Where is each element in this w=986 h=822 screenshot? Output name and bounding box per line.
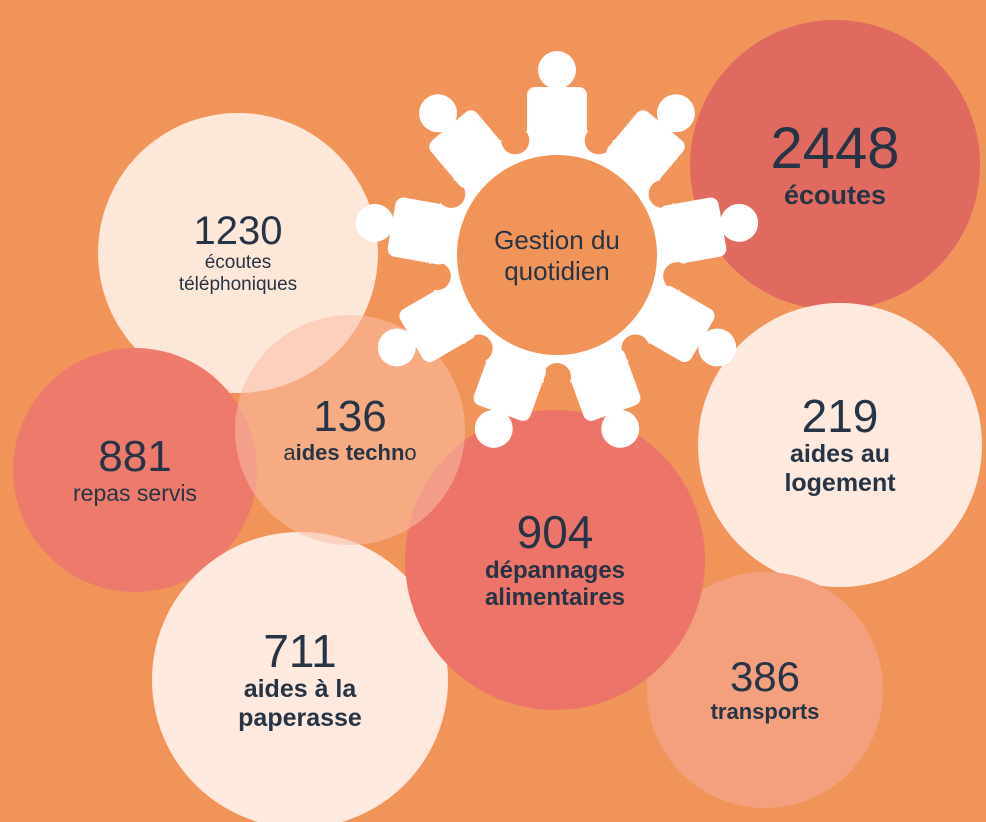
ring-shape <box>538 51 576 89</box>
ring-shape <box>606 110 685 189</box>
ring-shape <box>543 363 571 391</box>
ring-shape <box>377 328 416 367</box>
ring-shape <box>422 262 451 291</box>
bubble-number: 904 <box>516 506 594 559</box>
bubble-number: 219 <box>801 390 879 443</box>
ring-shape <box>648 180 677 208</box>
ring-shape <box>720 203 759 242</box>
label-part: aides à la paperasse <box>238 675 362 733</box>
bubble-label: aides au logement <box>760 440 920 498</box>
ring-shape <box>437 180 466 208</box>
ring-shape <box>656 94 695 133</box>
ring-shape <box>698 328 737 367</box>
ring-shape <box>419 94 458 133</box>
ring-shape <box>474 409 513 448</box>
ring-shape <box>464 334 493 363</box>
bubble-number: 881 <box>98 431 172 481</box>
label-part: dépannages alimentaires <box>484 556 626 612</box>
ring-shape <box>501 126 530 155</box>
ring-shape <box>457 155 657 355</box>
bubble-number: 386 <box>729 653 801 701</box>
ring-shape <box>584 126 613 155</box>
label-part: écoutes téléphoniques <box>178 252 298 295</box>
ring-shape <box>355 203 394 242</box>
ring-shape <box>527 87 587 147</box>
label-part: écoutes <box>783 179 887 210</box>
bubble-number: 2448 <box>770 116 900 182</box>
bubble-number: 1230 <box>193 209 283 254</box>
bubble-label: aides techno <box>240 440 460 465</box>
bubble: 2448 écoutes <box>690 20 980 310</box>
label-part: transports <box>710 699 820 725</box>
ring-shape <box>429 110 508 189</box>
bubble-label: écoutes téléphoniques <box>153 252 323 296</box>
bubble-label: aides à la paperasse <box>215 675 385 733</box>
bubble: 881 repas servis <box>13 348 257 592</box>
ring-shape <box>663 262 692 291</box>
ring-shape <box>659 197 727 265</box>
bubble-label: dépannages alimentaires <box>455 557 655 612</box>
ring-shape <box>473 348 546 421</box>
label-part: a <box>283 440 296 466</box>
center-label: Gestion du quotidien <box>494 225 620 287</box>
ring-shape <box>399 285 476 363</box>
bubble: 711 aides à la paperasse <box>152 532 448 822</box>
label-part: repas servis <box>73 479 197 506</box>
bubble: 219 aides au logement <box>698 303 982 587</box>
bubble-number: 711 <box>263 625 337 678</box>
ring-shape <box>601 409 640 448</box>
ring-shape <box>568 348 641 421</box>
bubble-label: transports <box>665 699 865 724</box>
ring-shape <box>621 334 650 363</box>
ring-shape <box>387 197 455 265</box>
label-part: aides au logement <box>784 440 896 498</box>
bubble-label: repas servis <box>25 480 245 506</box>
label-part: o <box>404 440 417 466</box>
bubble-number: 136 <box>313 392 387 442</box>
bubble-label: écoutes <box>725 180 945 211</box>
label-part: ides techn <box>295 440 405 466</box>
ring-shape <box>638 285 715 363</box>
